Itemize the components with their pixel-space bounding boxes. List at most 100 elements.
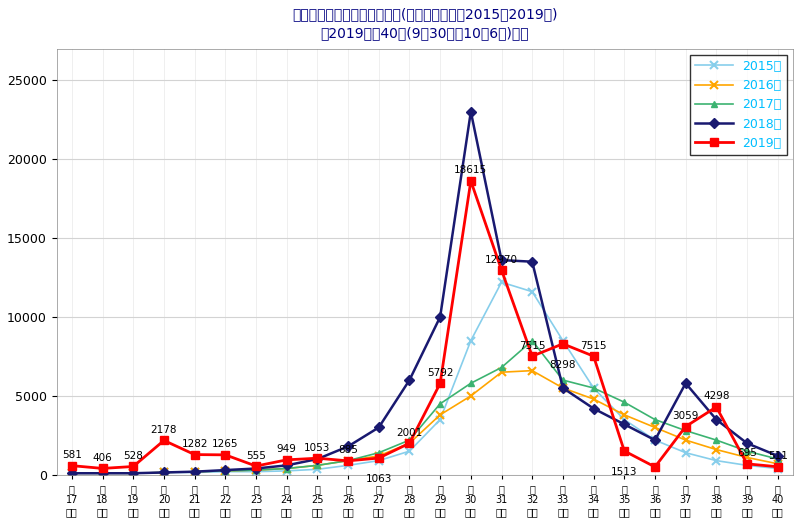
Line: 2019年: 2019年 xyxy=(68,177,782,473)
2016年 xyxy=(221,468,230,474)
2015年 xyxy=(221,468,230,475)
2016年 xyxy=(773,461,782,467)
2016年 xyxy=(159,470,169,476)
2017年 xyxy=(773,456,782,462)
2018年 xyxy=(466,108,476,115)
2015年 xyxy=(742,462,752,468)
Text: 695: 695 xyxy=(737,449,757,458)
2016年 xyxy=(558,385,568,391)
2017年 xyxy=(221,468,230,474)
2018年 xyxy=(619,421,629,428)
Text: 1063: 1063 xyxy=(366,474,392,484)
2018年 xyxy=(650,437,660,443)
2016年 xyxy=(435,412,445,418)
2017年 xyxy=(558,377,568,383)
2016年 xyxy=(343,457,353,464)
2015年 xyxy=(773,465,782,472)
2017年 xyxy=(742,448,752,454)
Text: 406: 406 xyxy=(93,453,113,463)
2017年 xyxy=(343,457,353,464)
Legend: 2015年, 2016年, 2017年, 2018年, 2019年: 2015年, 2016年, 2017年, 2018年, 2019年 xyxy=(690,55,787,155)
2019年 xyxy=(313,455,322,461)
2015年 xyxy=(681,450,690,456)
2017年 xyxy=(681,428,690,434)
2018年 xyxy=(742,440,752,446)
2019年 xyxy=(558,341,568,347)
2015年 xyxy=(497,279,506,286)
2015年 xyxy=(98,470,107,476)
2018年 xyxy=(589,406,598,412)
Line: 2016年: 2016年 xyxy=(68,366,782,477)
2016年 xyxy=(650,424,660,431)
2017年 xyxy=(466,380,476,386)
2018年 xyxy=(67,470,77,476)
2018年 xyxy=(282,462,291,468)
2017年 xyxy=(374,450,383,456)
2015年 xyxy=(558,337,568,344)
2015年 xyxy=(190,470,199,476)
Text: 949: 949 xyxy=(277,444,297,454)
2018年 xyxy=(343,443,353,450)
2016年 xyxy=(527,367,537,374)
2015年 xyxy=(129,470,138,476)
2019年 xyxy=(435,380,445,387)
Text: 581: 581 xyxy=(62,450,82,460)
2017年 xyxy=(129,470,138,476)
2017年 xyxy=(313,462,322,468)
2019年 xyxy=(405,440,414,446)
2015年 xyxy=(159,470,169,476)
2019年 xyxy=(711,404,721,410)
Text: 4298: 4298 xyxy=(703,391,730,401)
Text: 1265: 1265 xyxy=(212,439,238,450)
Text: 1282: 1282 xyxy=(182,439,208,449)
2015年 xyxy=(527,289,537,295)
Text: 511: 511 xyxy=(768,451,788,461)
2017年 xyxy=(497,364,506,370)
2018年 xyxy=(773,453,782,459)
Text: 528: 528 xyxy=(123,451,143,461)
2018年 xyxy=(711,417,721,423)
2016年 xyxy=(190,468,199,475)
2015年 xyxy=(282,468,291,474)
2019年 xyxy=(619,448,629,454)
2019年 xyxy=(374,455,383,461)
Title: 全国熱中症患者救急搬送状况(週間搬送人数、2015～2019年)
：2019年第40週(9月30日～10月6日)まで: 全国熱中症患者救急搬送状况(週間搬送人数、2015～2019年) ：2019年第… xyxy=(292,7,558,40)
Line: 2015年: 2015年 xyxy=(68,278,782,477)
2015年 xyxy=(343,462,353,468)
2019年 xyxy=(221,452,230,458)
Text: 1053: 1053 xyxy=(304,443,330,453)
2016年 xyxy=(129,470,138,476)
2015年 xyxy=(313,466,322,473)
2016年 xyxy=(313,462,322,468)
2017年 xyxy=(405,437,414,443)
2019年 xyxy=(466,178,476,184)
2019年 xyxy=(650,464,660,470)
2018年 xyxy=(435,314,445,320)
2017年 xyxy=(650,417,660,423)
2019年 xyxy=(282,457,291,463)
2019年 xyxy=(681,423,690,430)
2015年 xyxy=(374,457,383,464)
2016年 xyxy=(497,369,506,375)
2016年 xyxy=(67,470,77,476)
2019年 xyxy=(527,353,537,359)
Line: 2018年: 2018年 xyxy=(69,108,781,477)
2017年 xyxy=(619,399,629,406)
2018年 xyxy=(374,424,383,431)
2016年 xyxy=(282,465,291,472)
2019年 xyxy=(190,452,199,458)
2019年 xyxy=(343,457,353,464)
2016年 xyxy=(619,412,629,418)
2016年 xyxy=(589,396,598,402)
2016年 xyxy=(405,440,414,446)
Text: 3059: 3059 xyxy=(673,411,699,421)
2015年 xyxy=(405,448,414,454)
2018年 xyxy=(221,467,230,473)
2017年 xyxy=(190,468,199,475)
2015年 xyxy=(435,417,445,423)
Text: 555: 555 xyxy=(246,451,266,461)
2016年 xyxy=(98,470,107,476)
Text: 2178: 2178 xyxy=(150,425,177,435)
2019年 xyxy=(742,461,752,467)
2018年 xyxy=(159,470,169,476)
